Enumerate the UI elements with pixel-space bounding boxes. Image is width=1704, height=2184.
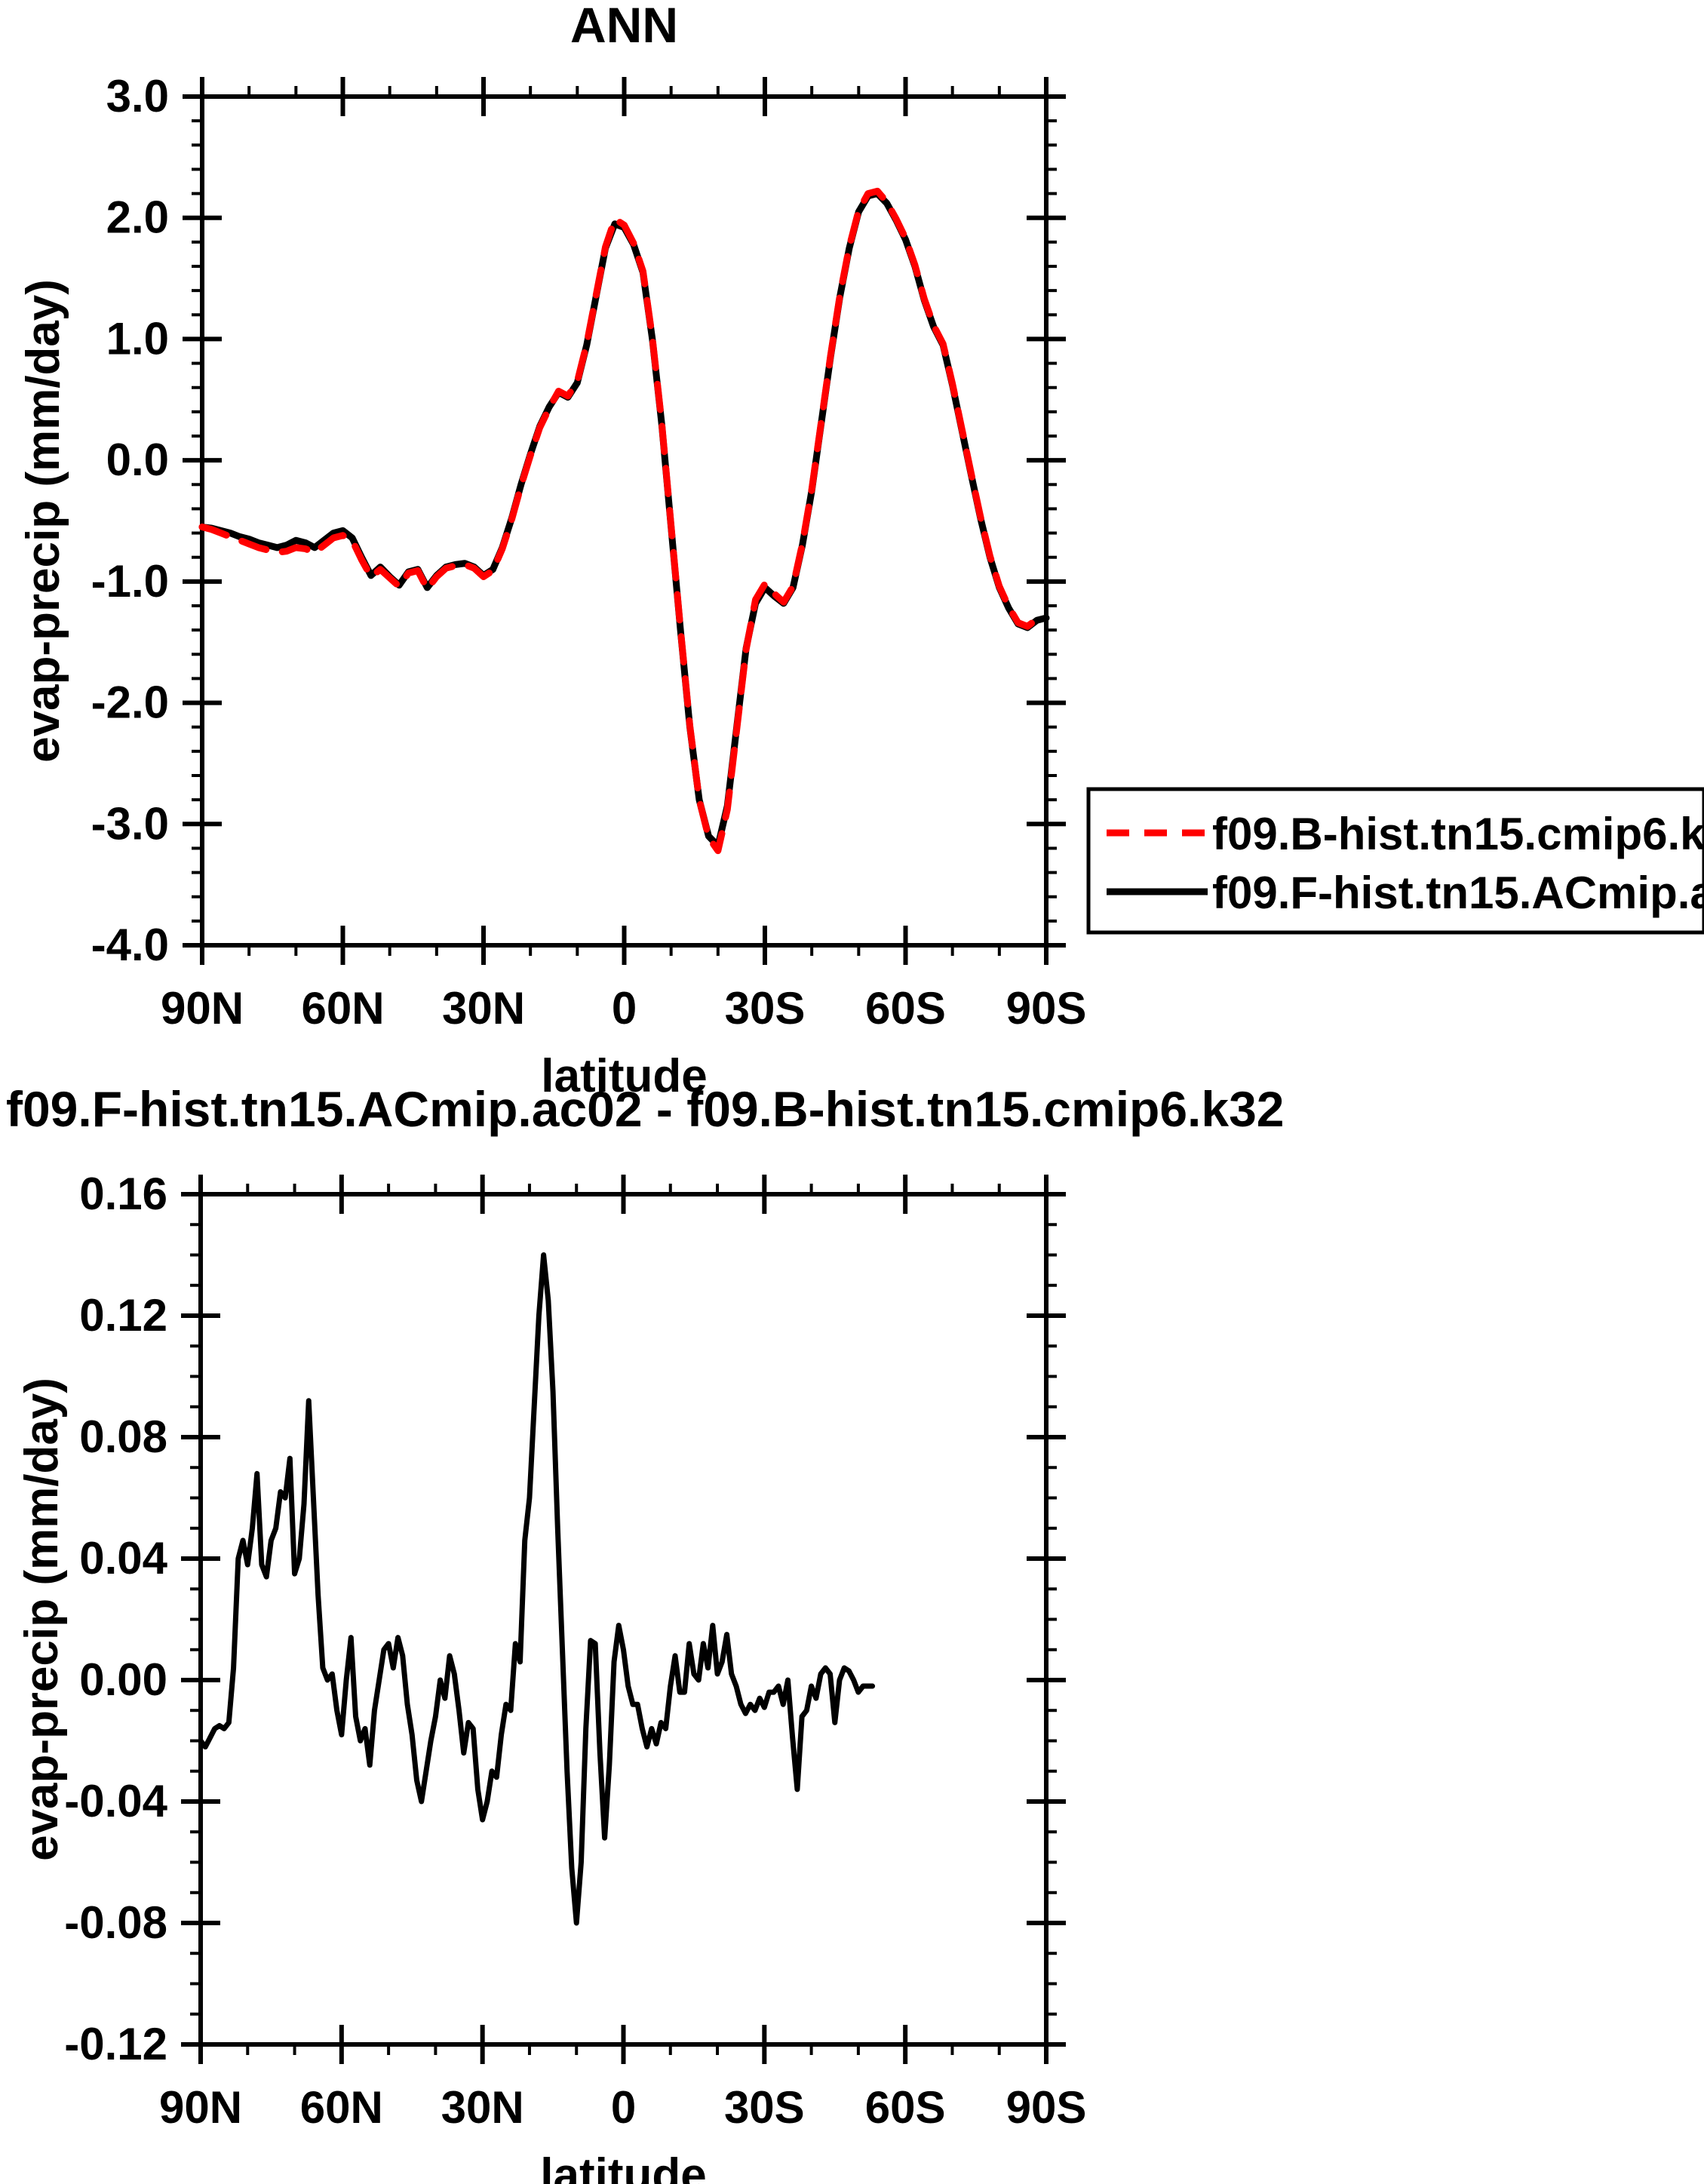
panel-bottom: 90N 60N 30N 0 30S 60S 90S 0.16 0.12 0.08 0.04 0.00 -… bbox=[16, 1169, 1086, 2184]
x-tick-label: 30N bbox=[441, 2082, 524, 2133]
x-tick-label: 60N bbox=[301, 983, 384, 1034]
series-line-2 bbox=[198, 187, 1050, 855]
y-axis-label: evap-precip (mm/day) bbox=[16, 1378, 68, 1861]
x-tick-label: 60S bbox=[865, 2082, 946, 2133]
x-tick-label: 60N bbox=[300, 2082, 383, 2133]
x-tick-label: 90N bbox=[161, 983, 244, 1034]
legend[interactable]: f09.B-hist.tn15.cmip6.k32 f09.F-hist.tn15… bbox=[1086, 787, 1704, 935]
y-tick-label: 0.08 bbox=[79, 1411, 167, 1462]
x-tick-label: 90N bbox=[159, 2082, 242, 2133]
y-axis-label: evap-precip (mm/day) bbox=[17, 279, 69, 763]
panel-bottom-title: f09.F-hist.tn15.ACmip.ac02 - f09.B-hist.… bbox=[6, 1081, 1285, 1137]
y-tick-label: -3.0 bbox=[91, 798, 169, 849]
x-tick-label: 0 bbox=[612, 983, 637, 1034]
x-tick-label: 30N bbox=[442, 983, 525, 1034]
y-tick-label: 2.0 bbox=[106, 192, 169, 243]
y-tick-label: -0.04 bbox=[64, 1776, 167, 1826]
panel-top: 90N 60N 30N 0 30S 60S 90S 3.0 2.0 1.0 0.0 -1.0 -2.0 -… bbox=[17, 71, 1086, 1102]
x-tick-label: 30S bbox=[724, 2082, 805, 2133]
x-tick-label: 90S bbox=[1006, 2082, 1087, 2133]
y-tick-label: 0.0 bbox=[106, 435, 169, 485]
y-tick-label: 0.12 bbox=[79, 1290, 167, 1341]
legend-box bbox=[1086, 787, 1704, 935]
y-tick-label: 0.16 bbox=[79, 1169, 167, 1219]
y-tick-label: 0.00 bbox=[79, 1654, 167, 1705]
y-tick-label: 1.0 bbox=[106, 313, 169, 364]
x-axis-label: latitude bbox=[541, 1050, 707, 1102]
x-tick-label: 90S bbox=[1006, 983, 1087, 1034]
y-tick-label: -2.0 bbox=[91, 677, 169, 728]
y-tick-label: 0.04 bbox=[79, 1533, 167, 1583]
legend-label-1: f09.B-hist.tn15.cmip6.k32 bbox=[1212, 809, 1704, 859]
plot-frame bbox=[198, 1192, 1048, 2047]
y-tick-label: -0.12 bbox=[64, 2019, 167, 2069]
x-axis-label: latitude bbox=[540, 2149, 706, 2184]
x-tick-label: 30S bbox=[725, 983, 806, 1034]
series-line-1 bbox=[198, 1252, 876, 1926]
legend-label-2: f09.F-hist.tn15.ACmip.ac02 bbox=[1212, 868, 1704, 918]
x-tick-label: 60S bbox=[865, 983, 946, 1034]
y-tick-label: -0.08 bbox=[64, 1897, 167, 1948]
x-tick-label: 0 bbox=[611, 2082, 636, 2133]
y-tick-label: -4.0 bbox=[91, 920, 169, 970]
titles: ANN f09.F-hist.tn15.ACmip.ac02 - f09.B-hi… bbox=[6, 0, 1285, 1137]
panel-top-title: ANN bbox=[570, 0, 678, 53]
y-tick-label: -1.0 bbox=[91, 556, 169, 607]
y-tick-label: 3.0 bbox=[106, 71, 169, 121]
